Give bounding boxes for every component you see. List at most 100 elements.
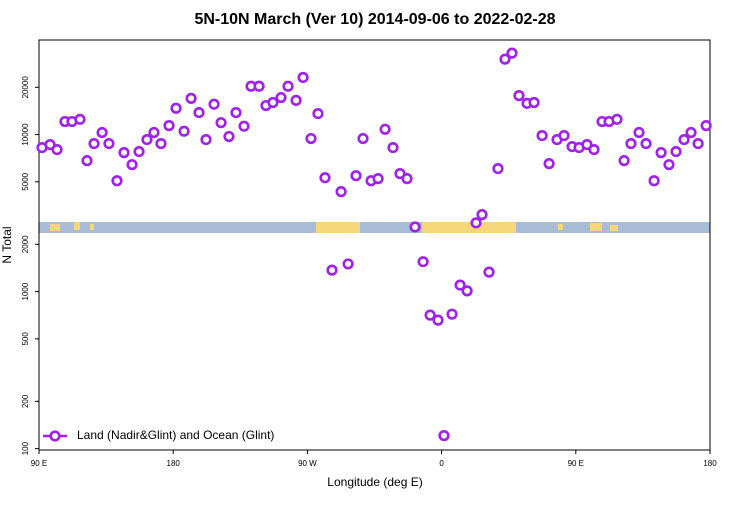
point <box>155 137 167 150</box>
point <box>81 155 93 167</box>
point <box>282 80 294 92</box>
point <box>506 47 518 59</box>
point <box>461 285 473 297</box>
point <box>536 129 548 142</box>
point <box>319 172 331 184</box>
point <box>476 209 488 221</box>
point <box>401 173 413 185</box>
point <box>648 175 660 187</box>
point <box>200 133 212 146</box>
y-axis-label: N Total <box>0 226 14 263</box>
legend-label: Land (Nadir&Glint) and Ocean (Glint) <box>77 428 274 442</box>
point <box>543 158 555 170</box>
point <box>305 132 317 145</box>
point <box>170 102 182 114</box>
point <box>372 173 384 185</box>
point <box>432 314 444 326</box>
point <box>290 94 302 106</box>
point <box>185 92 197 104</box>
point <box>118 147 130 159</box>
point <box>633 126 645 139</box>
x-tick-label: 180 <box>167 459 181 468</box>
point <box>103 137 115 150</box>
plot-frame <box>38 39 711 451</box>
chart-title: 5N-10N March (Ver 10) 2014-09-06 to 2022… <box>194 11 555 28</box>
point <box>74 113 86 125</box>
y-tick-label: 2000 <box>21 235 30 253</box>
y-tick-label: 20000 <box>21 76 30 99</box>
point <box>215 117 227 129</box>
point <box>163 120 175 132</box>
point <box>148 126 160 139</box>
point <box>670 145 682 158</box>
y-tick-label: 200 <box>21 394 30 408</box>
point <box>417 256 429 268</box>
point <box>96 126 108 139</box>
legend-marker <box>49 430 61 442</box>
point <box>438 430 450 442</box>
point <box>297 71 309 84</box>
point <box>700 120 712 132</box>
y-tick-label: 5000 <box>21 172 30 190</box>
point <box>387 141 399 154</box>
point <box>238 120 250 132</box>
point <box>528 96 540 109</box>
point <box>326 264 338 276</box>
x-tick-label: 0 <box>439 459 444 468</box>
point <box>394 168 406 180</box>
point <box>275 91 287 104</box>
point <box>335 186 347 198</box>
x-tick-label: 90 E <box>568 459 584 468</box>
point <box>558 129 570 142</box>
point <box>357 132 369 145</box>
x-axis-label: Longitude (deg E) <box>327 475 422 489</box>
x-tick-label: 90 W <box>298 459 317 468</box>
point <box>208 98 220 110</box>
point <box>193 106 205 119</box>
point <box>342 258 354 270</box>
point <box>663 159 675 171</box>
point <box>88 137 100 150</box>
y-tick-label: 500 <box>21 332 30 346</box>
point <box>350 170 362 182</box>
y-tick-label: 10000 <box>21 123 30 146</box>
point <box>379 123 391 135</box>
point <box>424 309 436 321</box>
point <box>611 113 623 125</box>
point <box>483 266 495 278</box>
y-tick-label: 1000 <box>21 282 30 300</box>
point <box>581 138 593 151</box>
point <box>588 143 600 156</box>
point <box>223 130 235 143</box>
point <box>409 221 421 233</box>
point <box>692 137 704 150</box>
point <box>230 106 242 119</box>
point <box>253 80 265 92</box>
point <box>640 137 652 150</box>
point <box>51 143 63 156</box>
point <box>126 159 138 171</box>
point <box>513 90 525 102</box>
point <box>492 162 504 175</box>
map-strip <box>39 222 710 233</box>
point <box>678 133 690 146</box>
point <box>111 175 123 187</box>
point <box>267 96 279 109</box>
point <box>625 137 637 150</box>
y-tick-label: 100 <box>21 441 30 455</box>
point <box>499 53 511 65</box>
point <box>454 279 466 291</box>
point <box>655 147 667 159</box>
point <box>44 138 56 151</box>
point <box>141 133 153 146</box>
point <box>178 125 190 137</box>
point <box>312 107 324 120</box>
point <box>470 217 482 229</box>
x-tick-label: 90 E <box>31 459 47 468</box>
point <box>446 308 458 320</box>
x-tick-label: 180 <box>703 459 717 468</box>
point <box>133 145 145 158</box>
point <box>618 155 630 167</box>
point <box>685 126 697 139</box>
